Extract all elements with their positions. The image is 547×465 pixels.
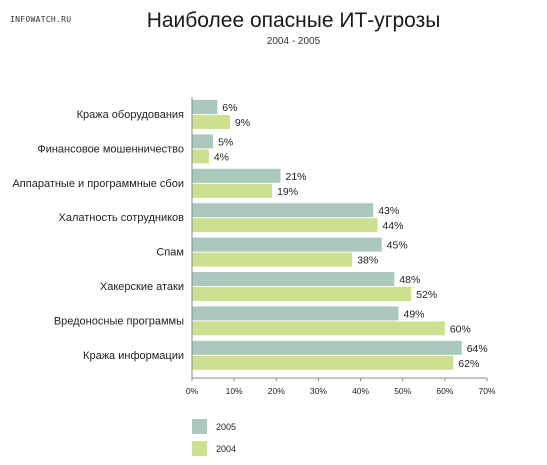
bar-value-label: 49% bbox=[404, 308, 425, 320]
bar bbox=[192, 306, 399, 321]
category-label: Финансовое мошенничество bbox=[37, 143, 184, 155]
bar-value-label: 44% bbox=[382, 220, 403, 232]
legend-label: 2005 bbox=[216, 422, 236, 432]
legend-swatch bbox=[192, 419, 207, 434]
legend-swatch bbox=[192, 441, 207, 456]
bar-value-label: 6% bbox=[222, 102, 237, 114]
category-label: Хакерские атаки bbox=[100, 281, 184, 293]
category-label: Аппаратные и программные сбои bbox=[12, 178, 184, 190]
x-tick-label: 10% bbox=[226, 386, 243, 396]
bar bbox=[192, 340, 462, 355]
category-label: Халатность сотрудников bbox=[58, 212, 184, 224]
bar bbox=[192, 272, 395, 286]
x-tick-label: 50% bbox=[394, 386, 411, 396]
bar-value-label: 60% bbox=[450, 323, 471, 335]
bar-value-label: 21% bbox=[286, 171, 307, 183]
legend-label: 2004 bbox=[216, 444, 236, 454]
category-label: Спам bbox=[156, 247, 184, 259]
bar-value-label: 19% bbox=[277, 186, 298, 198]
bar bbox=[192, 149, 209, 164]
bar-value-label: 38% bbox=[357, 255, 378, 267]
bar bbox=[192, 321, 445, 336]
bar bbox=[192, 183, 273, 198]
x-tick-label: 0% bbox=[186, 386, 199, 396]
bar bbox=[192, 168, 281, 183]
bar-value-label: 45% bbox=[387, 240, 408, 252]
bar bbox=[192, 100, 218, 114]
category-label: Вредоносные программы bbox=[54, 315, 184, 327]
bar-value-label: 62% bbox=[458, 358, 479, 370]
x-tick-label: 20% bbox=[268, 386, 285, 396]
bar-value-label: 43% bbox=[378, 205, 399, 217]
bar-value-label: 52% bbox=[416, 289, 437, 301]
x-tick-label: 70% bbox=[478, 386, 495, 396]
chart-subtitle: 2004 - 2005 bbox=[266, 36, 321, 47]
bar-value-label: 5% bbox=[218, 136, 233, 148]
chart-title: Наиболее опасные ИТ-угрозы bbox=[146, 9, 441, 32]
category-label: Кража оборудования bbox=[77, 109, 184, 121]
bar-value-label: 64% bbox=[467, 343, 488, 355]
bar-value-label: 48% bbox=[399, 274, 420, 286]
category-label: Кража информации bbox=[83, 350, 184, 362]
bar bbox=[192, 252, 353, 267]
bar bbox=[192, 218, 378, 233]
bar bbox=[192, 115, 230, 129]
bar-value-label: 9% bbox=[235, 117, 250, 129]
bar bbox=[192, 237, 382, 252]
bar bbox=[192, 287, 412, 301]
x-tick-label: 30% bbox=[310, 386, 327, 396]
bar-value-label: 4% bbox=[214, 151, 229, 163]
site-watermark: INFOWATCH.RU bbox=[10, 15, 72, 24]
bar bbox=[192, 203, 374, 218]
x-tick-label: 40% bbox=[352, 386, 369, 396]
bar bbox=[192, 134, 214, 149]
x-tick-label: 60% bbox=[436, 386, 453, 396]
bar bbox=[192, 355, 454, 370]
